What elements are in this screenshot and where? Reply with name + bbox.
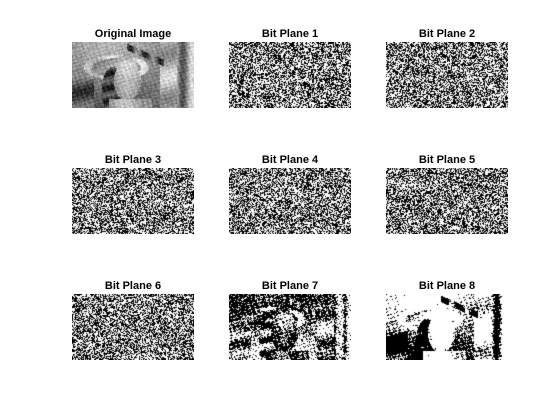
bit-plane-6-image — [72, 294, 194, 360]
subplot-bit-plane-8: Bit Plane 8 — [386, 279, 508, 360]
subplot-title: Original Image — [72, 27, 194, 41]
subplot-bit-plane-1: Bit Plane 1 — [229, 27, 351, 108]
bit-plane-4-image — [229, 168, 351, 234]
subplot-bit-plane-6: Bit Plane 6 — [72, 279, 194, 360]
subplot-title: Bit Plane 6 — [72, 279, 194, 293]
subplot-title: Bit Plane 7 — [229, 279, 351, 293]
subplot-original-image: Original Image — [72, 27, 194, 108]
original-image — [72, 42, 194, 108]
bit-plane-7-image — [229, 294, 351, 360]
subplot-title: Bit Plane 5 — [386, 153, 508, 167]
bit-plane-1-image — [229, 42, 351, 108]
bit-plane-8-image — [386, 294, 508, 360]
bit-plane-2-image — [386, 42, 508, 108]
subplot-bit-plane-7: Bit Plane 7 — [229, 279, 351, 360]
subplot-title: Bit Plane 4 — [229, 153, 351, 167]
subplot-title: Bit Plane 3 — [72, 153, 194, 167]
subplot-title: Bit Plane 2 — [386, 27, 508, 41]
subplot-bit-plane-5: Bit Plane 5 — [386, 153, 508, 234]
bit-plane-5-image — [386, 168, 508, 234]
bit-plane-3-image — [72, 168, 194, 234]
subplot-bit-plane-3: Bit Plane 3 — [72, 153, 194, 234]
subplot-bit-plane-4: Bit Plane 4 — [229, 153, 351, 234]
subplot-title: Bit Plane 8 — [386, 279, 508, 293]
subplot-title: Bit Plane 1 — [229, 27, 351, 41]
subplot-bit-plane-2: Bit Plane 2 — [386, 27, 508, 108]
